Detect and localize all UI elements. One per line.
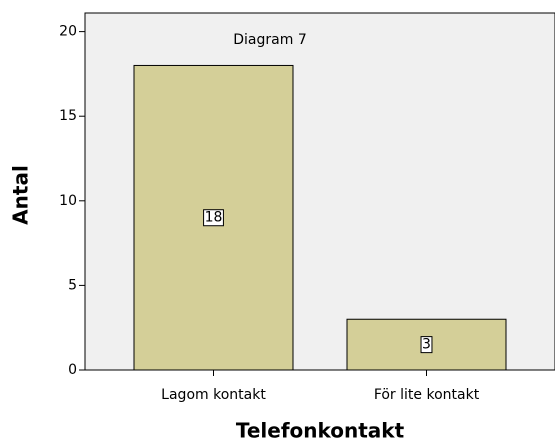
data-label: 18 xyxy=(205,210,223,226)
y-tick-label: 20 xyxy=(59,24,77,40)
data-label: 3 xyxy=(422,337,431,353)
data-label-box xyxy=(203,209,224,227)
y-tick-label: 0 xyxy=(68,362,77,378)
x-axis-title: Telefonkontakt xyxy=(236,419,405,443)
y-tick-label: 15 xyxy=(59,108,77,124)
x-tick-label: Lagom kontakt xyxy=(161,387,266,403)
y-axis-title: Antal xyxy=(9,165,33,225)
y-tick-label: 10 xyxy=(59,193,77,209)
chart-title: Diagram 7 xyxy=(233,32,306,48)
y-tick-label: 5 xyxy=(68,277,77,293)
x-tick-label: För lite kontakt xyxy=(374,387,480,403)
data-label-box xyxy=(420,336,433,354)
